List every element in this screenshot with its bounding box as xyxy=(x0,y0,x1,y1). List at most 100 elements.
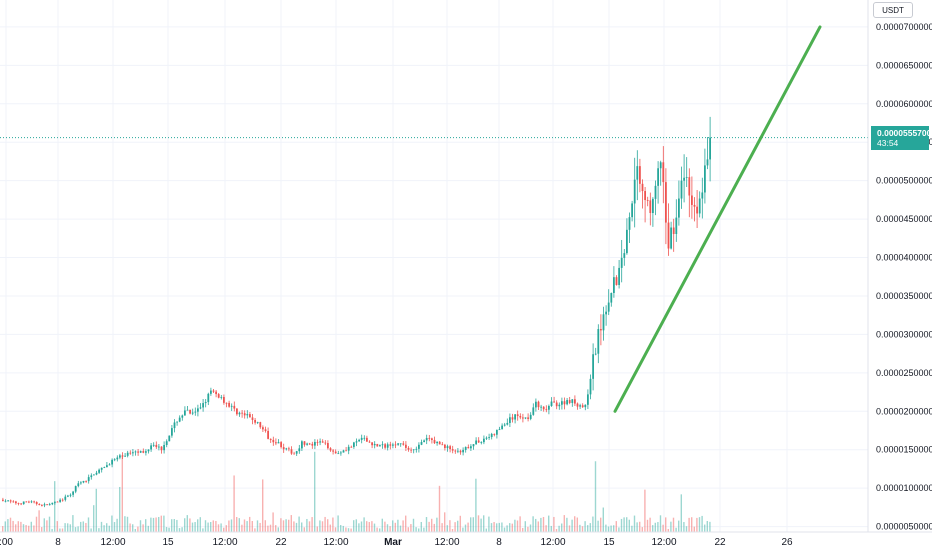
volume-bar xyxy=(503,527,506,532)
time-tick-label: 12:00 xyxy=(323,537,348,548)
candle-body xyxy=(345,450,347,452)
volume-bar xyxy=(87,517,90,532)
volume-bar xyxy=(373,523,376,532)
candle-body xyxy=(280,442,282,448)
volume-bar xyxy=(542,516,545,532)
candle-body xyxy=(303,441,306,445)
candle-body xyxy=(293,453,295,455)
currency-label[interactable]: USDT xyxy=(873,2,913,18)
candle-body xyxy=(366,437,368,442)
candle-body xyxy=(56,501,59,503)
volume-bar xyxy=(106,523,108,532)
volume-bar xyxy=(293,521,295,532)
candle-body xyxy=(706,159,709,166)
volume-bar xyxy=(522,528,524,532)
time-tick-label: 8 xyxy=(496,537,502,548)
volume-bar xyxy=(272,512,274,532)
candle-body xyxy=(168,435,171,442)
candle-body xyxy=(519,416,522,418)
volume-bar xyxy=(225,525,227,532)
candle-body xyxy=(511,417,514,420)
candle-body xyxy=(412,449,415,451)
volume-bar xyxy=(540,517,542,532)
candle-body xyxy=(145,451,147,453)
volume-bar xyxy=(597,520,599,532)
candle-body xyxy=(558,404,561,407)
candle-body xyxy=(639,166,641,184)
candle-body xyxy=(698,198,701,214)
candle-body xyxy=(191,412,194,414)
volume-bar xyxy=(171,519,173,532)
volume-bar xyxy=(251,521,253,532)
candle-body xyxy=(126,452,129,456)
candle-body xyxy=(605,311,607,315)
candle-body xyxy=(571,399,574,403)
price-tick-label: 0.0000200000 xyxy=(876,406,932,416)
candle-body xyxy=(142,451,145,453)
candle-body xyxy=(493,433,496,435)
volume-bar xyxy=(399,525,402,532)
candle-body xyxy=(441,444,444,446)
candle-body xyxy=(262,427,264,430)
volume-bar xyxy=(584,521,586,532)
volume-bar xyxy=(524,521,526,532)
candle-body xyxy=(295,451,298,454)
time-tick-label: 12:00 xyxy=(212,537,237,548)
candle-body xyxy=(194,411,197,413)
volume-bar xyxy=(423,527,425,532)
candle-body xyxy=(704,165,706,193)
volume-bar xyxy=(327,519,329,532)
volume-bar xyxy=(249,516,251,532)
volume-bar xyxy=(56,521,58,532)
price-axis[interactable]: 0.0000700000 0.0000650000 0.0000600000 0.00… xyxy=(876,22,932,532)
volume-bar xyxy=(709,521,711,532)
candle-body xyxy=(202,403,204,408)
candle-body xyxy=(506,422,509,425)
candle-body xyxy=(254,419,256,423)
volume-bar xyxy=(72,515,74,532)
volume-bar xyxy=(402,520,404,532)
candle-body xyxy=(178,417,181,422)
last-price-label: 0.0000555700 43:54 xyxy=(871,126,931,150)
time-axis[interactable]: :00 8 12:00 15 12:00 22 12:00 Mar 12:00 8 12:00 15 1… xyxy=(0,537,793,548)
candle-body xyxy=(241,412,243,414)
volume-bar xyxy=(319,520,321,532)
candle-body xyxy=(522,417,524,419)
volume-bar xyxy=(121,455,123,532)
candle-body xyxy=(410,449,412,451)
volume-bar xyxy=(74,527,77,532)
volume-bar xyxy=(620,518,623,532)
time-tick-label: 8 xyxy=(55,537,61,548)
volume-bar xyxy=(467,522,469,532)
volume-bar xyxy=(418,528,420,532)
candle-body xyxy=(314,441,316,446)
candle-body xyxy=(363,437,366,439)
volume-bar xyxy=(85,522,87,532)
candle-body xyxy=(20,503,22,505)
candle-body xyxy=(106,465,108,468)
volume-bar xyxy=(561,523,563,532)
candle-body xyxy=(535,401,537,408)
candle-body xyxy=(155,444,158,448)
volume-bar xyxy=(366,521,368,532)
volume-bar xyxy=(519,516,521,532)
candle-body xyxy=(446,446,449,449)
volume-bar xyxy=(535,518,537,532)
volume-bar xyxy=(204,520,207,532)
candle-body xyxy=(163,444,165,451)
trend-line[interactable] xyxy=(613,25,822,413)
volume-bar xyxy=(134,528,136,532)
volume-bar xyxy=(646,519,649,532)
candle-body xyxy=(438,441,441,445)
volume-bar xyxy=(280,518,282,532)
candle-body xyxy=(22,501,25,505)
candle-body xyxy=(589,378,592,395)
candle-body xyxy=(423,440,425,443)
candle-body xyxy=(407,447,410,450)
volume-bar xyxy=(644,489,646,532)
candle-body xyxy=(371,442,373,446)
candle-body xyxy=(38,504,41,506)
candle-body xyxy=(581,405,584,408)
volume-bar xyxy=(412,518,415,532)
